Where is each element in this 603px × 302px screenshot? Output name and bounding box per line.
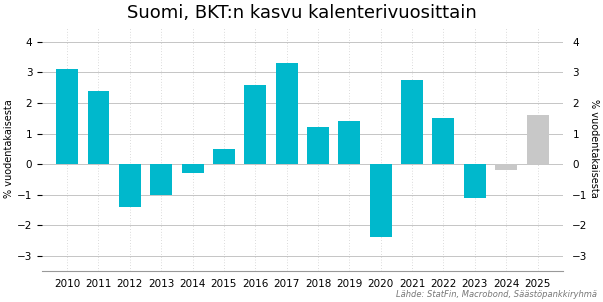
Y-axis label: % vuodentakaisesta: % vuodentakaisesta — [4, 99, 14, 198]
Bar — [464, 164, 486, 198]
Y-axis label: % vuodentakaisesta: % vuodentakaisesta — [589, 99, 599, 198]
Bar — [526, 115, 549, 164]
Bar — [495, 164, 517, 170]
Bar — [276, 63, 298, 164]
Bar — [401, 80, 423, 164]
Bar — [56, 69, 78, 164]
Bar — [213, 149, 235, 164]
Bar — [244, 85, 267, 164]
Bar — [370, 164, 392, 237]
Bar — [338, 121, 361, 164]
Bar — [119, 164, 141, 207]
Bar — [150, 164, 172, 195]
Bar — [182, 164, 204, 173]
Bar — [432, 118, 455, 164]
Bar — [87, 91, 110, 164]
Title: Suomi, BKT:n kasvu kalenterivuosittain: Suomi, BKT:n kasvu kalenterivuosittain — [127, 4, 477, 22]
Text: Lähde: StatFin, Macrobond, Säästöpankkiryhmä: Lähde: StatFin, Macrobond, Säästöpankkir… — [396, 290, 597, 299]
Bar — [307, 127, 329, 164]
